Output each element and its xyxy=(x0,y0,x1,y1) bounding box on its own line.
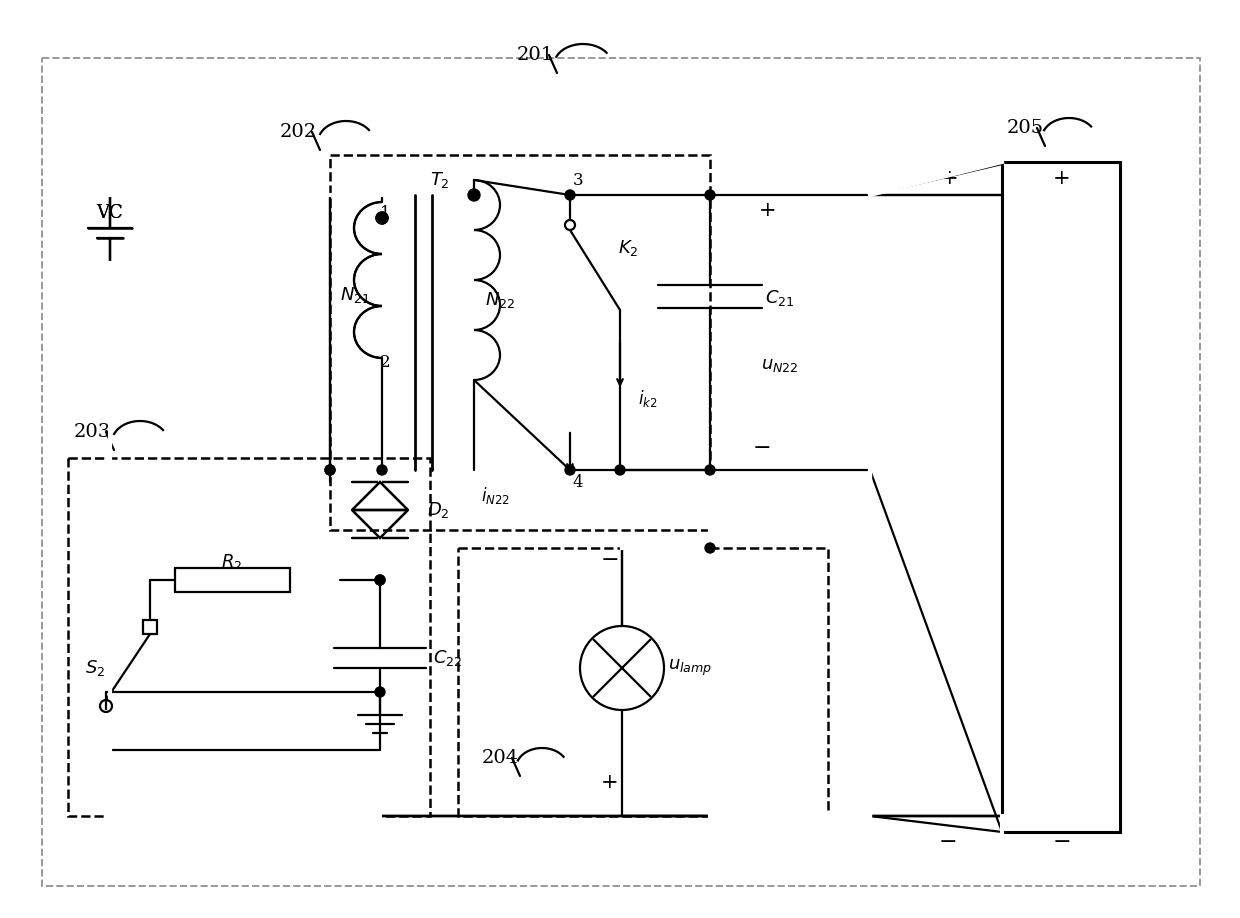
Text: $R_2$: $R_2$ xyxy=(222,552,243,572)
Text: +: + xyxy=(601,773,619,791)
Text: 204: 204 xyxy=(481,749,518,767)
Text: 203: 203 xyxy=(73,423,110,441)
Text: 205: 205 xyxy=(1007,119,1044,137)
Circle shape xyxy=(374,575,384,585)
Circle shape xyxy=(467,189,480,201)
Text: 201: 201 xyxy=(516,46,553,64)
Circle shape xyxy=(377,465,387,475)
Circle shape xyxy=(706,543,715,553)
Bar xyxy=(330,155,711,530)
Text: $u_{N22}$: $u_{N22}$ xyxy=(761,356,799,374)
Bar xyxy=(143,620,157,634)
Text: $u_{lamp}$: $u_{lamp}$ xyxy=(668,658,712,678)
Bar xyxy=(1002,162,1120,832)
Text: +: + xyxy=(1053,169,1071,187)
Circle shape xyxy=(565,465,575,475)
Text: $C_{22}$: $C_{22}$ xyxy=(433,648,463,668)
Text: $K_2$: $K_2$ xyxy=(618,238,639,258)
Circle shape xyxy=(374,687,384,697)
Bar xyxy=(175,568,290,592)
Text: +: + xyxy=(759,200,776,219)
Circle shape xyxy=(376,212,388,224)
Circle shape xyxy=(325,465,335,475)
Text: +: + xyxy=(941,169,959,187)
Text: 2: 2 xyxy=(379,353,391,371)
Text: 1: 1 xyxy=(379,205,391,221)
Text: −: − xyxy=(753,437,771,459)
Text: 3: 3 xyxy=(573,172,583,188)
Text: $N_{21}$: $N_{21}$ xyxy=(340,285,371,305)
Text: $D_2$: $D_2$ xyxy=(427,500,449,520)
Circle shape xyxy=(565,190,575,200)
Text: VC: VC xyxy=(97,204,123,222)
Text: −: − xyxy=(1053,831,1071,853)
Circle shape xyxy=(615,465,625,475)
Circle shape xyxy=(706,190,715,200)
Text: $S_2$: $S_2$ xyxy=(84,658,105,678)
Text: $C_{21}$: $C_{21}$ xyxy=(765,288,795,308)
Bar xyxy=(68,458,430,816)
Text: $N_{22}$: $N_{22}$ xyxy=(485,290,515,310)
Text: 4: 4 xyxy=(573,474,583,490)
Bar xyxy=(458,548,828,816)
Text: VC: VC xyxy=(97,204,123,222)
Text: −: − xyxy=(600,549,619,571)
Text: $T_2$: $T_2$ xyxy=(430,170,450,190)
Circle shape xyxy=(706,465,715,475)
Text: −: − xyxy=(939,831,957,853)
Circle shape xyxy=(374,575,384,585)
Text: $i_{k2}$: $i_{k2}$ xyxy=(639,387,657,409)
Circle shape xyxy=(325,465,335,475)
Text: 202: 202 xyxy=(279,123,316,141)
Circle shape xyxy=(376,212,388,224)
Text: $i_{N22}$: $i_{N22}$ xyxy=(481,485,510,506)
